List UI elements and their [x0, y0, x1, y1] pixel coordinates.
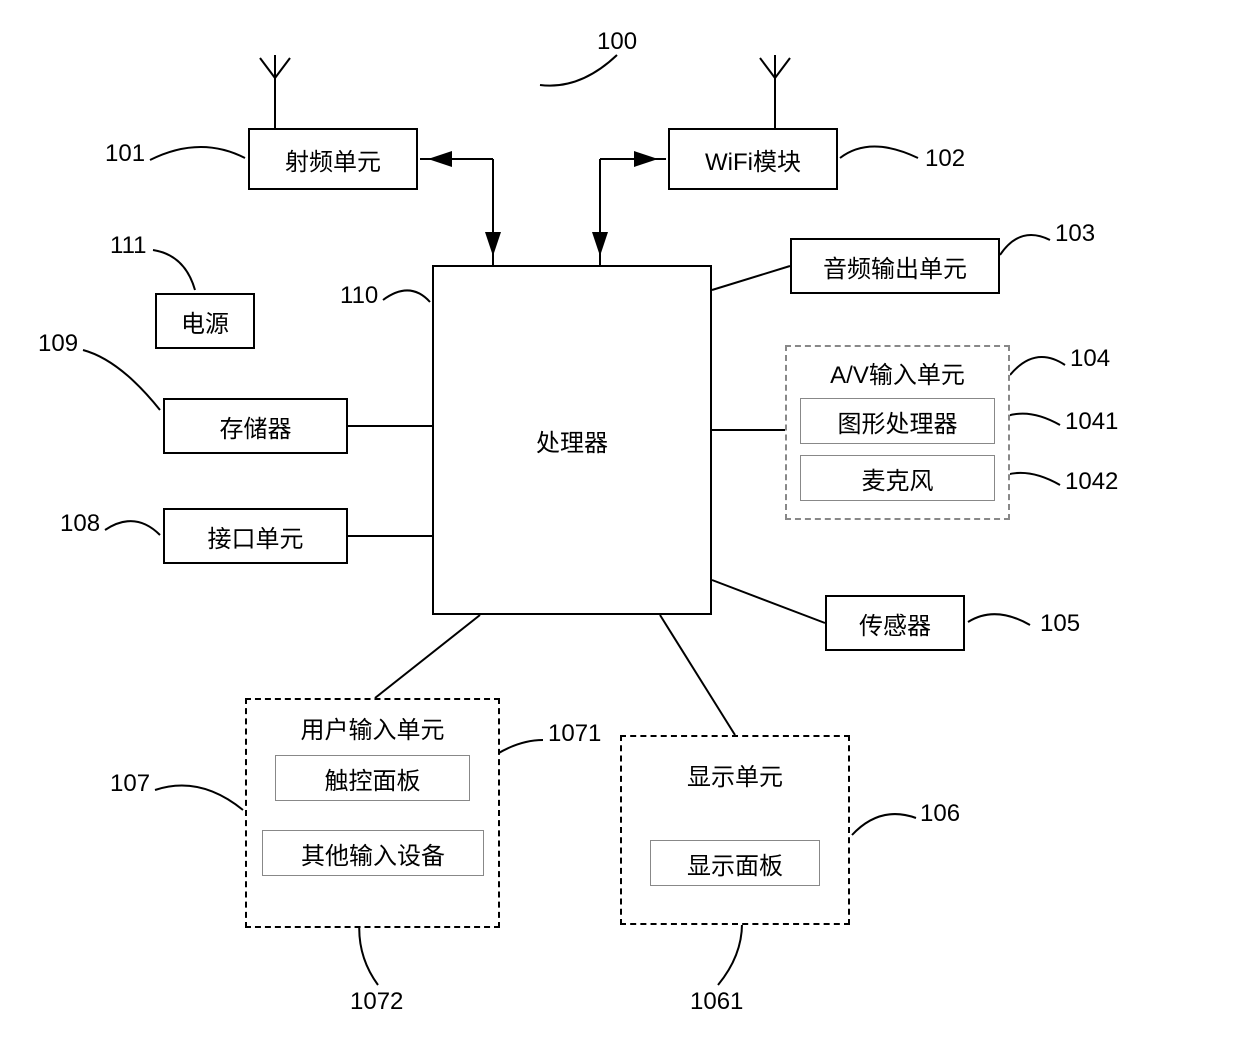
conn-wifi-processor [600, 159, 666, 265]
block-other-input: 其他输入设备 [262, 830, 484, 876]
block-user-input: 用户输入单元 [245, 698, 500, 928]
label-display-unit-title: 显示单元 [622, 757, 848, 792]
label-wifi-module: WiFi模块 [705, 142, 801, 177]
block-touch-panel: 触控面板 [275, 755, 470, 801]
ref-106: 106 [920, 800, 960, 828]
leader-111 [153, 250, 195, 290]
ref-100: 100 [597, 28, 637, 56]
leader-103 [1000, 235, 1050, 255]
antenna-rf [260, 55, 290, 128]
label-user-input-title: 用户输入单元 [247, 710, 498, 745]
leader-102 [840, 147, 918, 159]
label-graphics-processor: 图形处理器 [838, 404, 958, 439]
conn-audio [712, 266, 790, 290]
ref-1041: 1041 [1065, 408, 1118, 436]
label-power: 电源 [181, 304, 229, 339]
ref-107: 107 [110, 770, 150, 798]
ref-103: 103 [1055, 220, 1095, 248]
leader-101 [150, 147, 245, 160]
antenna-wifi [760, 55, 790, 128]
ref-102: 102 [925, 145, 965, 173]
leader-109 [83, 350, 160, 410]
ref-1061: 1061 [690, 988, 743, 1016]
label-av-input-title: A/V输入单元 [787, 355, 1008, 390]
leader-105 [968, 614, 1030, 625]
block-audio-output: 音频输出单元 [790, 238, 1000, 294]
block-graphics-processor: 图形处理器 [800, 398, 995, 444]
ref-104: 104 [1070, 345, 1110, 373]
block-rf-unit: 射频单元 [248, 128, 418, 190]
leader-106 [852, 814, 916, 835]
block-microphone: 麦克风 [800, 455, 995, 501]
leader-100 [540, 55, 617, 86]
block-memory: 存储器 [163, 398, 348, 454]
label-memory: 存储器 [220, 409, 292, 444]
leader-108 [105, 521, 160, 535]
block-processor: 处理器 [432, 265, 712, 615]
label-processor: 处理器 [536, 423, 608, 458]
ref-105: 105 [1040, 610, 1080, 638]
ref-108: 108 [60, 510, 100, 538]
ref-109: 109 [38, 330, 78, 358]
label-touch-panel: 触控面板 [325, 761, 421, 796]
conn-sensor [712, 580, 825, 623]
block-display-unit: 显示单元 [620, 735, 850, 925]
block-power: 电源 [155, 293, 255, 349]
ref-101: 101 [105, 140, 145, 168]
label-display-panel: 显示面板 [687, 846, 783, 881]
ref-1072: 1072 [350, 988, 403, 1016]
conn-display [660, 615, 735, 735]
label-audio-output: 音频输出单元 [823, 249, 967, 284]
leader-104 [1010, 357, 1065, 375]
ref-1071: 1071 [548, 720, 601, 748]
conn-userinput [375, 615, 480, 698]
label-microphone: 麦克风 [862, 461, 934, 496]
ref-1042: 1042 [1065, 468, 1118, 496]
block-wifi-module: WiFi模块 [668, 128, 838, 190]
block-display-panel: 显示面板 [650, 840, 820, 886]
leader-110 [383, 290, 430, 302]
ref-110: 110 [340, 282, 378, 310]
label-sensor: 传感器 [859, 606, 931, 641]
leader-107 [155, 786, 243, 811]
label-rf-unit: 射频单元 [285, 142, 381, 177]
label-other-input: 其他输入设备 [301, 836, 445, 871]
conn-rf-processor [420, 159, 493, 265]
block-sensor: 传感器 [825, 595, 965, 651]
block-interface: 接口单元 [163, 508, 348, 564]
label-interface: 接口单元 [208, 519, 304, 554]
ref-111: 111 [110, 232, 146, 260]
